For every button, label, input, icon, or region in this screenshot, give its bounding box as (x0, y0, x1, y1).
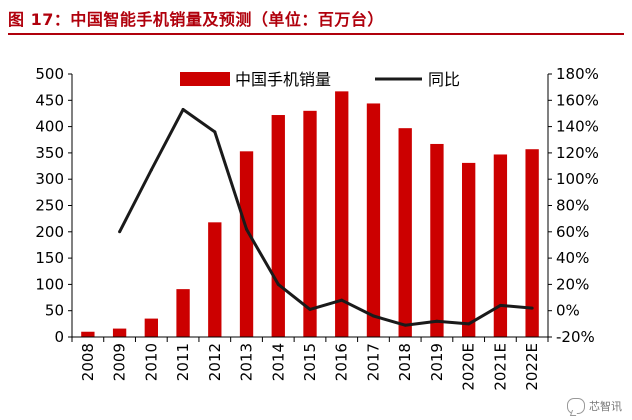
right-tick-label: 80% (556, 197, 589, 215)
bar-2011 (176, 289, 190, 337)
right-tick-label: 20% (556, 275, 589, 293)
x-tick-label: 2013 (238, 343, 256, 381)
bar-2017 (366, 103, 381, 338)
bar-2014 (271, 115, 285, 337)
left-tick-label: 200 (35, 223, 64, 241)
left-tick-label: 50 (45, 302, 64, 320)
title-divider (8, 33, 624, 35)
watermark-text: 芯智讯 (589, 400, 622, 413)
left-tick-label: 450 (35, 91, 64, 109)
yoy-point-2022E (530, 306, 534, 310)
bar-series (81, 91, 539, 338)
chat-bubble-icon (567, 398, 585, 414)
x-tick-label: 2008 (79, 343, 97, 381)
bar-2009 (112, 328, 127, 337)
x-tick-label: 2012 (206, 343, 224, 381)
yoy-point-2013 (245, 227, 249, 231)
bar-2012 (208, 222, 222, 337)
bar-2016 (335, 91, 349, 337)
x-tick-label: 2016 (333, 343, 351, 381)
right-axis-ticks: -20% 0% 20% 40% 60% 80% 100% 120% 140% 160% 180% (548, 65, 599, 346)
left-axis-ticks: 0 50 100 150 200 250 300 350 400 450 500 (35, 65, 72, 346)
legend-label-line: 同比 (428, 70, 460, 89)
x-tick-label: 2015 (301, 343, 319, 381)
bar-2019 (430, 143, 444, 337)
right-tick-label: 180% (556, 65, 599, 83)
x-tick-label: 2010 (142, 343, 160, 381)
yoy-point-2014 (276, 282, 280, 286)
yoy-point-2012 (213, 130, 217, 134)
x-tick-label: 2018 (396, 343, 414, 381)
yoy-point-2018 (403, 323, 407, 327)
x-axis-ticks: 2008 2009 2010 2011 2012 2013 2014 2015 2016 2017… (71, 337, 549, 391)
x-tick-label: 2014 (269, 343, 287, 381)
left-tick-label: 150 (35, 249, 64, 267)
bar-2020E (462, 162, 476, 337)
watermark: 芯智讯 (567, 398, 622, 414)
legend-label-bar: 中国手机销量 (235, 70, 331, 89)
right-tick-label: 0% (556, 302, 580, 320)
bar-2010 (144, 318, 158, 337)
x-tick-label: 2021E (491, 343, 509, 391)
bar-2015 (303, 110, 317, 337)
right-tick-label: 140% (556, 118, 599, 136)
x-tick-label: 2020E (460, 343, 478, 391)
right-tick-label: 160% (556, 91, 599, 109)
left-tick-label: 400 (35, 118, 64, 136)
bar-2021E (493, 154, 508, 337)
yoy-point-2016 (340, 298, 344, 302)
yoy-point-2010 (149, 168, 153, 172)
bar-2022E (525, 149, 539, 337)
yoy-point-2009 (118, 230, 122, 234)
axes (71, 74, 549, 338)
right-tick-label: 60% (556, 223, 589, 241)
yoy-point-2020E (467, 322, 471, 326)
x-tick-label: 2022E (523, 343, 541, 391)
x-tick-label: 2009 (111, 343, 129, 381)
right-tick-label: 100% (556, 170, 599, 188)
yoy-point-2015 (308, 307, 312, 311)
left-tick-label: 100 (35, 275, 64, 293)
yoy-point-2021E (498, 303, 502, 307)
figure-title: 图 17：中国智能手机销量及预测（单位：百万台） (8, 10, 384, 29)
yoy-point-2011 (181, 108, 185, 112)
right-tick-label: 40% (556, 249, 589, 267)
x-tick-label: 2011 (174, 343, 192, 381)
left-tick-label: 0 (54, 328, 64, 346)
yoy-line (118, 108, 533, 327)
bar-2018 (398, 128, 412, 337)
left-tick-label: 350 (35, 144, 64, 162)
right-tick-label: 120% (556, 144, 599, 162)
x-tick-label: 2019 (428, 343, 446, 381)
left-tick-label: 300 (35, 170, 64, 188)
yoy-point-2017 (371, 314, 375, 318)
right-tick-label: -20% (556, 328, 595, 346)
x-tick-label: 2017 (364, 343, 382, 381)
left-tick-label: 500 (35, 65, 64, 83)
yoy-point-2019 (435, 319, 439, 323)
legend: 中国手机销量 同比 (180, 70, 460, 89)
line-series (118, 108, 534, 327)
bar-2013 (239, 151, 254, 337)
bar-2008 (81, 331, 95, 337)
left-tick-label: 250 (35, 197, 64, 215)
legend-swatch-bar (180, 72, 230, 86)
